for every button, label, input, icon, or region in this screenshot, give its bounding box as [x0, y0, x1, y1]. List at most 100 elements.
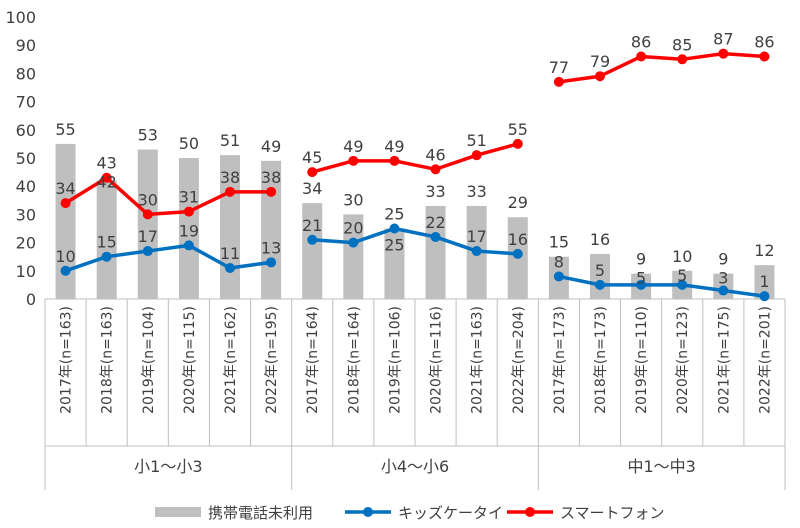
bar-value-label: 10 [672, 247, 692, 266]
bar-value-label: 50 [179, 134, 199, 153]
category-label: 2019年(n=110) [634, 306, 650, 414]
category-label: 2022年(n=201) [757, 306, 773, 414]
smartphone-point [225, 186, 235, 197]
bar-value-label: 15 [549, 233, 569, 252]
kids-phone-value-label: 10 [55, 247, 75, 266]
smartphone-value-label: 49 [343, 137, 363, 156]
kids-phone-point [142, 246, 153, 257]
y-tick-label: 60 [16, 121, 36, 140]
bar [754, 265, 775, 299]
kids-phone-value-label: 19 [179, 221, 199, 240]
bar [178, 158, 199, 299]
smartphone-point [307, 167, 318, 178]
smartphone-line [558, 51, 765, 84]
kids-phone-point [101, 251, 112, 262]
smartphone-value-label: 31 [179, 188, 199, 207]
y-tick-label: 100 [5, 8, 36, 27]
smartphone-point [60, 198, 71, 209]
bar-value-label: 53 [138, 126, 158, 145]
kids-phone-value-label: 3 [718, 269, 728, 288]
bar-value-label: 49 [261, 137, 281, 156]
smartphone-point [101, 172, 112, 183]
y-tick-label: 40 [16, 177, 36, 196]
smartphone-line [311, 142, 519, 174]
kids-phone-value-label: 17 [138, 227, 158, 246]
kids-phone-point [225, 262, 235, 273]
kids-phone-value-label: 5 [677, 266, 687, 285]
smartphone-value-label: 38 [261, 168, 281, 187]
kids-phone-point [430, 231, 441, 242]
smartphone-point [389, 155, 400, 166]
category-label: 2021年(n=175) [716, 306, 732, 414]
category-label: 2018年(n=173) [593, 306, 609, 414]
legend-label: キッズケータイ [398, 504, 503, 522]
legend-label: 携帯電話未利用 [208, 504, 313, 522]
category-label: 2018年(n=163) [100, 306, 116, 414]
smartphone-point [142, 209, 153, 220]
smartphone-value-label: 55 [508, 120, 528, 139]
kids-phone-point [512, 248, 523, 259]
smartphone-value-label: 38 [220, 168, 240, 187]
y-tick-label: 0 [26, 290, 36, 309]
legend-swatch-marker [363, 507, 373, 517]
category-label: 2022年(n=195) [264, 306, 280, 414]
category-label: 2020年(n=116) [429, 306, 445, 414]
smartphone-point [553, 76, 564, 87]
y-tick-label: 90 [16, 36, 36, 55]
kids-phone-value-label: 17 [466, 227, 486, 246]
kids-phone-point [759, 291, 770, 302]
legend: 携帯電話未利用 キッズケータイ スマートフォン [155, 504, 665, 522]
bar-value-label: 33 [425, 182, 445, 201]
legend-label: スマートフォン [560, 504, 665, 522]
bar [425, 205, 446, 299]
category-label: 2019年(n=106) [387, 306, 403, 414]
y-tick-label: 70 [16, 93, 36, 112]
y-tick-label: 50 [16, 149, 36, 168]
y-tick-label: 30 [16, 205, 36, 224]
bar-value-label: 12 [754, 241, 774, 260]
kids-phone-value-label: 20 [343, 219, 363, 238]
bar-value-label: 29 [508, 193, 528, 212]
category-label: 2017年(n=163) [59, 306, 75, 414]
smartphone-value-label: 49 [384, 137, 404, 156]
smartphone-value-label: 86 [754, 32, 774, 51]
bar-value-label: 30 [343, 190, 363, 209]
kids-phone-value-label: 21 [302, 216, 322, 235]
smartphone-point [348, 155, 359, 166]
bar-value-label: 33 [466, 182, 486, 201]
bar-value-label: 42 [96, 173, 116, 192]
kids-phone-point [348, 237, 359, 248]
smartphone-point [595, 71, 605, 82]
bar-value-label: 51 [220, 131, 240, 150]
category-labels: 2017年(n=163) 2018年(n=163) 2019年(n=104) 2020… [59, 306, 774, 476]
category-label: 2022年(n=204) [511, 306, 527, 414]
smartphone-value-label: 86 [631, 32, 651, 51]
bar-value-label: 34 [302, 179, 322, 198]
smartphone-point [430, 164, 441, 175]
bar-value-label: 25 [384, 205, 404, 224]
bar [590, 253, 610, 299]
smartphone-value-label: 34 [55, 179, 75, 198]
kids-phone-point [471, 246, 482, 257]
category-label: 2021年(n=163) [470, 306, 486, 414]
kids-phone-value-label: 16 [508, 230, 528, 249]
category-label: 2019年(n=104) [141, 306, 157, 414]
kids-phone-point [60, 265, 71, 276]
smartphone-point [759, 51, 770, 62]
legend-swatch-marker [525, 507, 535, 517]
lines [60, 48, 770, 302]
smartphone-point [471, 150, 482, 161]
kids-phone-point [266, 257, 277, 268]
kids-phone-value-label: 11 [220, 244, 240, 263]
bar [302, 203, 323, 299]
kids-phone-value-label: 25 [384, 236, 404, 255]
smartphone-point [512, 138, 523, 149]
smartphone-value-label: 87 [713, 30, 733, 49]
kids-phone-point [595, 279, 605, 290]
bar-value-label: 9 [718, 250, 728, 269]
smartphone-point [183, 206, 194, 217]
group-label: 小1〜小3 [134, 457, 202, 476]
y-tick-label: 80 [16, 64, 36, 83]
